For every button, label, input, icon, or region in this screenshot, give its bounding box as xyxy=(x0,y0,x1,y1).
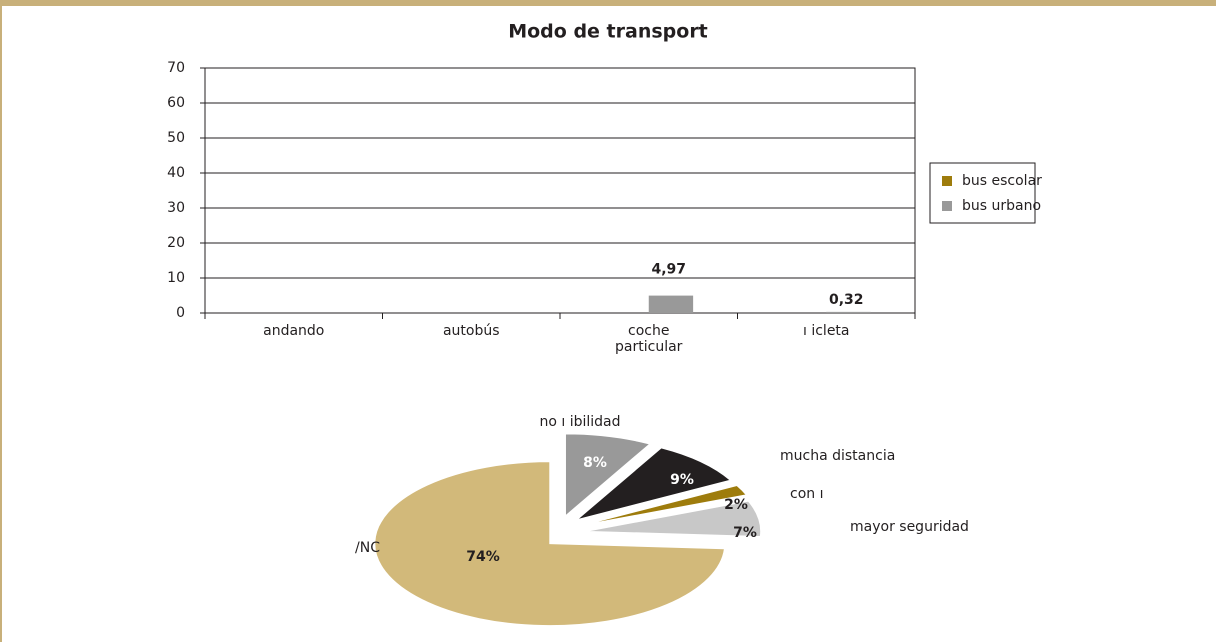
plot-area xyxy=(204,67,916,314)
data-label: 4,97 xyxy=(651,262,686,278)
pie-slice xyxy=(374,461,726,627)
slice-value: 2% xyxy=(724,497,748,513)
y-tick-label: 40 xyxy=(167,165,185,181)
x-tick-label-line: coche xyxy=(628,323,669,339)
pie-slice xyxy=(585,500,762,538)
y-tick-label: 50 xyxy=(167,130,185,146)
slice-label: mucha distancia xyxy=(780,448,895,464)
pie-slice xyxy=(583,484,748,526)
y-tick-label: 30 xyxy=(167,200,185,216)
data-label: 0,32 xyxy=(829,292,864,308)
top-border xyxy=(0,0,1216,6)
pie-slice xyxy=(576,447,732,521)
x-tick-label: ı icleta xyxy=(803,323,850,339)
x-tick-label: andando xyxy=(263,323,324,339)
y-tick-label: 20 xyxy=(167,235,185,251)
slice-label: con ı xyxy=(790,486,823,502)
bar xyxy=(826,311,871,313)
chart-title: Modo de transport xyxy=(508,21,708,43)
slice-value: 7% xyxy=(733,525,757,541)
pie-slice xyxy=(564,433,651,517)
y-tick-label: 0 xyxy=(176,305,185,321)
left-border xyxy=(0,0,2,642)
y-tick-label: 60 xyxy=(167,95,185,111)
y-tick-label: 70 xyxy=(167,60,185,76)
x-tick-label-line: particular xyxy=(615,339,683,355)
legend-swatch xyxy=(942,201,952,211)
legend-label: bus urbano xyxy=(962,198,1041,214)
x-tick-label: coche particular xyxy=(615,323,683,355)
slice-value: 9% xyxy=(670,472,694,488)
legend-box xyxy=(929,162,1036,224)
bar xyxy=(648,295,694,313)
x-tick-label: autobús xyxy=(443,323,500,339)
slice-label: no ı ibilidad xyxy=(539,414,620,430)
y-tick-label: 10 xyxy=(167,270,185,286)
slice-label: mayor seguridad xyxy=(850,519,969,535)
slice-label: /NC xyxy=(355,540,380,556)
legend-swatch xyxy=(942,176,952,186)
legend-label: bus escolar xyxy=(962,173,1042,189)
slice-value: 74% xyxy=(466,549,500,565)
slice-value: 8% xyxy=(583,455,607,471)
